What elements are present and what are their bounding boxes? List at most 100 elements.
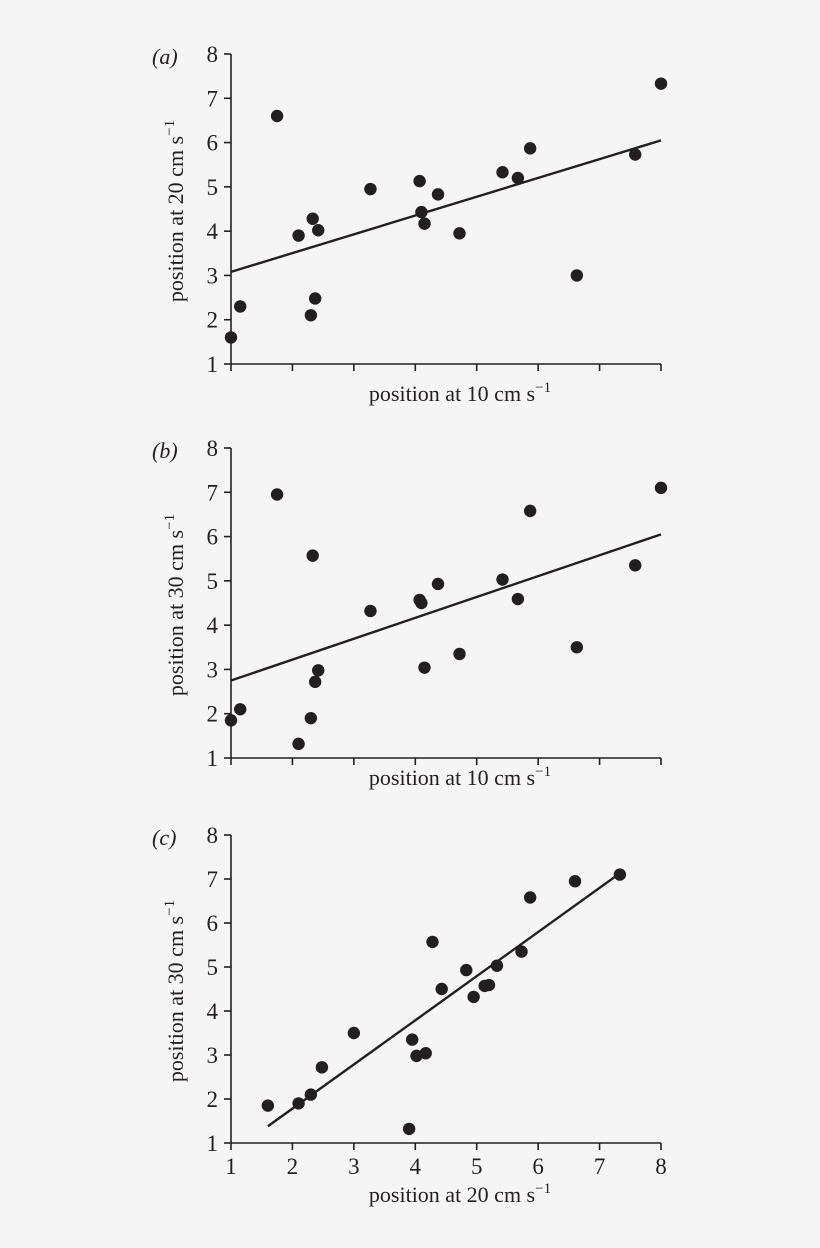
x-axis-label-text: position at 20 cm s	[369, 1182, 535, 1207]
x-axis-label-superscript: −1	[535, 380, 551, 396]
x-axis-label-text: position at 10 cm s	[369, 765, 535, 790]
data-point	[406, 1033, 419, 1046]
regression-line	[230, 139, 662, 274]
x-axis-label: position at 10 cm s−1	[369, 764, 551, 790]
y-tick-label: 4	[207, 613, 219, 638]
y-tick-label: 5	[207, 955, 219, 980]
data-point	[568, 875, 582, 888]
data-point	[453, 647, 466, 661]
data-point	[511, 592, 525, 606]
y-tick-label: 6	[207, 911, 219, 936]
data-point	[292, 1097, 305, 1110]
x-axis-label-superscript: −1	[535, 1181, 551, 1197]
data-point	[654, 77, 668, 90]
y-tick-label: 8	[207, 42, 219, 67]
data-point	[523, 504, 537, 518]
data-point	[523, 142, 537, 155]
data-point	[523, 891, 537, 904]
regression-line	[267, 869, 625, 1128]
data-point	[629, 148, 642, 161]
data-point	[312, 664, 325, 677]
y-tick-label: 2	[207, 308, 219, 333]
y-tick-label: 7	[207, 480, 219, 505]
data-point	[234, 703, 247, 716]
data-point	[613, 868, 627, 881]
panel-label: (b)	[152, 438, 178, 463]
data-point	[654, 481, 668, 495]
y-tick-label: 6	[207, 131, 219, 156]
data-point	[415, 205, 428, 219]
y-tick-label: 4	[207, 999, 219, 1024]
panel-label: (c)	[152, 825, 176, 850]
data-point	[312, 224, 325, 237]
data-point	[496, 166, 509, 179]
y-tick-label: 3	[207, 1043, 219, 1068]
data-point	[415, 596, 428, 610]
x-tick-label: 8	[655, 1154, 667, 1179]
y-tick-label: 1	[207, 1131, 219, 1156]
y-tick-label: 8	[207, 823, 219, 848]
data-point	[292, 229, 305, 242]
x-tick-label: 6	[532, 1154, 544, 1179]
data-point	[511, 171, 525, 185]
y-tick-label: 5	[207, 569, 219, 594]
y-tick-label: 2	[207, 1087, 219, 1112]
data-point	[570, 641, 584, 654]
y-axis-label: position at 20 cm s−1	[162, 120, 188, 302]
regression-line	[230, 533, 662, 682]
data-point	[315, 1061, 329, 1074]
y-tick-label: 5	[207, 175, 219, 200]
y-axis-label-superscript: −1	[162, 120, 178, 136]
y-axis-label: position at 30 cm s−1	[162, 900, 188, 1082]
data-point	[270, 488, 284, 501]
data-point	[496, 573, 509, 586]
data-point	[431, 188, 445, 201]
x-axis-label: position at 10 cm s−1	[369, 380, 551, 406]
data-point	[308, 675, 322, 689]
data-point	[304, 309, 318, 322]
data-point	[306, 212, 319, 225]
x-tick-label: 4	[410, 1154, 422, 1179]
data-point	[418, 661, 431, 674]
y-tick-label: 6	[207, 525, 219, 550]
y-axis-label-text: position at 30 cm s	[163, 916, 188, 1082]
x-tick-label: 1	[225, 1154, 237, 1179]
data-point	[453, 227, 466, 240]
x-tick-label: 5	[471, 1154, 483, 1179]
data-point	[460, 963, 473, 977]
data-point	[308, 292, 322, 305]
x-axis-label-text: position at 10 cm s	[369, 381, 535, 406]
data-point	[629, 559, 642, 572]
data-point	[490, 959, 504, 972]
y-tick-label: 7	[207, 867, 219, 892]
data-point	[234, 300, 247, 313]
data-point	[364, 604, 377, 618]
y-axis-label-text: position at 30 cm s	[163, 530, 188, 696]
data-point	[431, 577, 445, 591]
y-tick-label: 1	[207, 746, 219, 771]
y-tick-label: 2	[207, 702, 219, 727]
x-tick-label: 2	[287, 1154, 299, 1179]
y-axis-label-superscript: −1	[162, 514, 178, 530]
data-point	[570, 269, 584, 282]
y-axis-label: position at 30 cm s−1	[162, 514, 188, 696]
y-tick-label: 8	[207, 436, 219, 461]
data-point	[347, 1026, 361, 1040]
y-axis-label-superscript: −1	[162, 900, 178, 916]
data-point	[413, 174, 426, 188]
data-point	[402, 1122, 416, 1136]
y-tick-label: 1	[207, 352, 219, 377]
data-point	[306, 549, 319, 562]
y-axis-label-text: position at 20 cm s	[163, 136, 188, 302]
y-tick-label: 4	[207, 219, 219, 244]
x-tick-label: 3	[348, 1154, 360, 1179]
data-point	[515, 945, 528, 958]
data-point	[270, 109, 284, 123]
data-point	[292, 737, 305, 751]
y-tick-label: 7	[207, 86, 219, 111]
data-point	[426, 935, 439, 949]
